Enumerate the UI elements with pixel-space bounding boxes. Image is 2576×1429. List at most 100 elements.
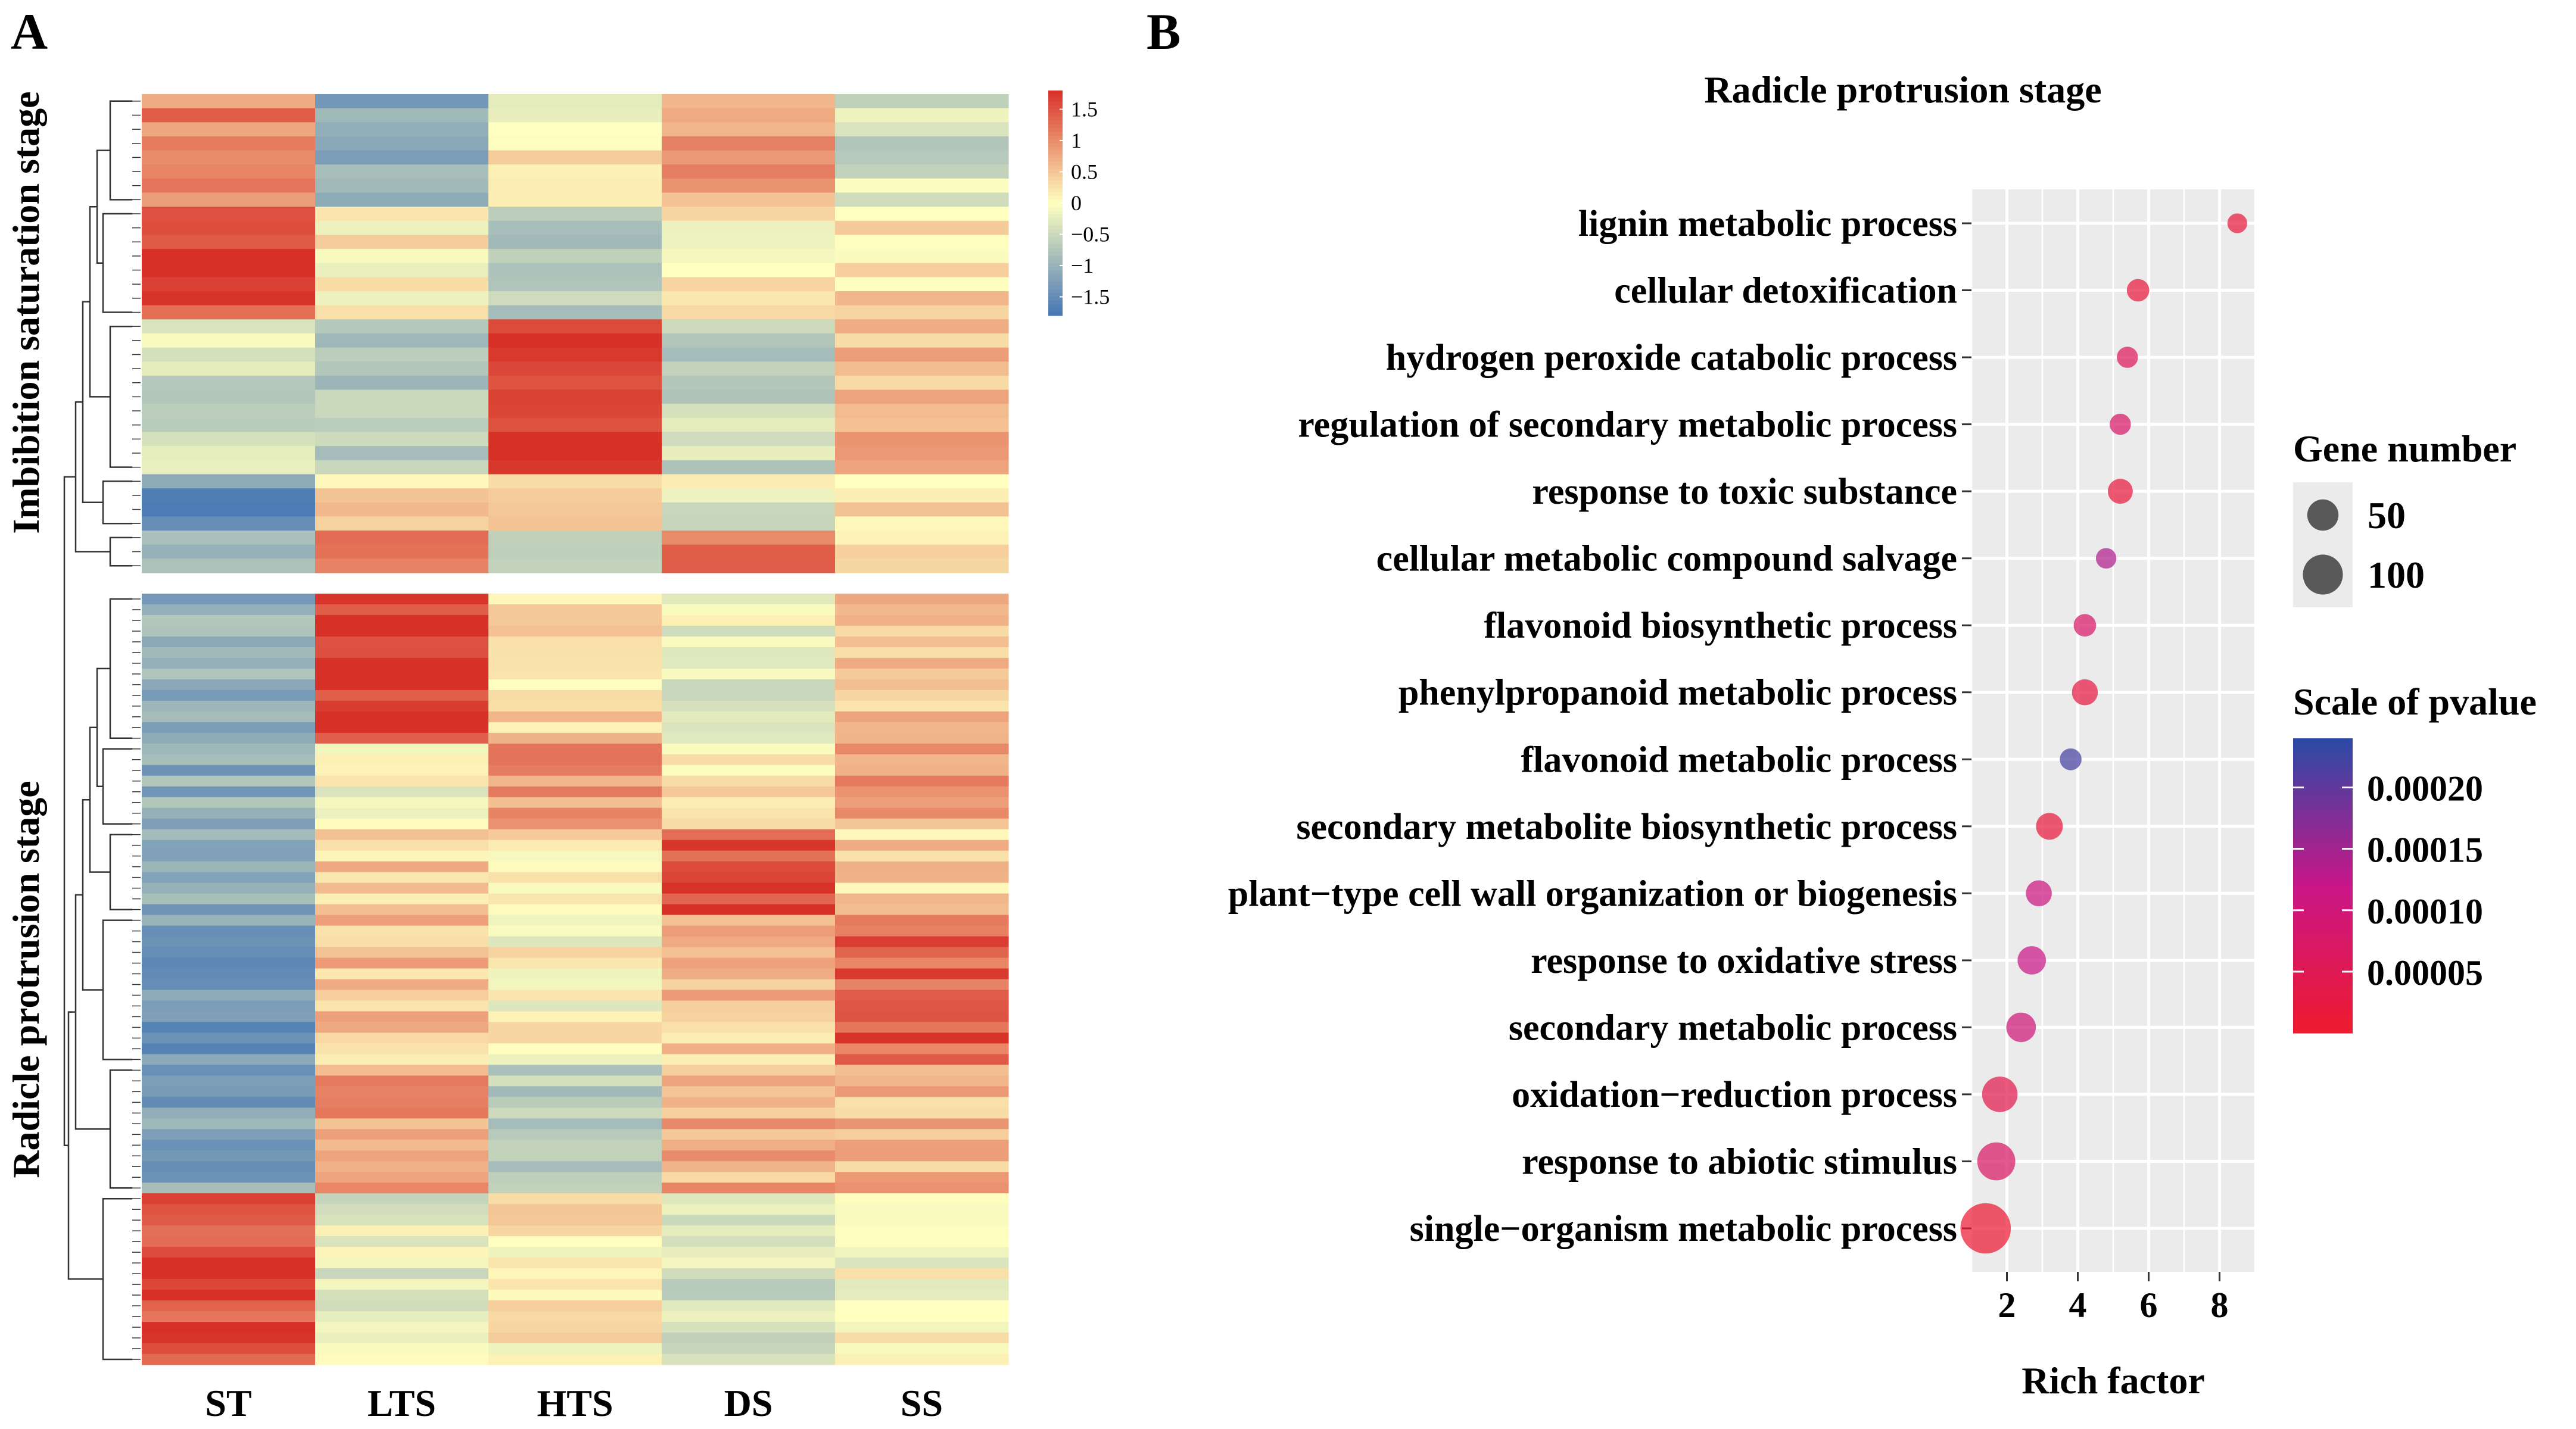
heatmap-cell: [315, 925, 489, 937]
heatmap-cell: [835, 647, 1009, 659]
heatmap-cell: [488, 1075, 662, 1087]
pvalue-legend-segment: [2293, 743, 2353, 749]
heatmap-cell: [662, 1268, 836, 1280]
heatmap-cell: [142, 375, 316, 391]
heatmap-cell: [835, 136, 1009, 151]
heatmap-cell: [662, 207, 836, 221]
bubble-chart: Radicle protrusion stage lignin metaboli…: [1228, 68, 2256, 1402]
heatmap-cell: [488, 1086, 662, 1097]
heatmap-cell: [662, 488, 836, 503]
heatmap-cell: [142, 732, 316, 744]
column-label-ss: SS: [901, 1382, 943, 1424]
heatmap-cell: [662, 1258, 836, 1269]
pvalue-legend-segment: [2293, 949, 2353, 955]
x-axis-tick-label: 4: [2069, 1286, 2087, 1325]
heatmap-cell: [315, 136, 489, 151]
heatmap-cell: [835, 474, 1009, 489]
heatmap-cell: [315, 711, 489, 723]
color-bar-segment: [1048, 267, 1063, 271]
heatmap-cell: [315, 743, 489, 755]
color-bar-segment: [1048, 169, 1063, 174]
heatmap-cell: [315, 775, 489, 787]
heatmap-cell: [835, 1279, 1009, 1290]
heatmap-cell: [488, 1236, 662, 1247]
heatmap-cell: [142, 94, 316, 109]
heatmap-cell: [662, 1086, 836, 1097]
heatmap-cell: [662, 829, 836, 841]
heatmap-cell: [142, 207, 316, 221]
heatmap-cell: [835, 305, 1009, 320]
color-bar-segment: [1048, 109, 1063, 114]
color-bar-segment: [1048, 158, 1063, 163]
term-label: flavonoid metabolic process: [1521, 740, 1958, 780]
heatmap-cell: [662, 1343, 836, 1355]
term-label: response to abiotic stimulus: [1522, 1142, 1957, 1182]
heatmap-cell: [835, 979, 1009, 991]
heatmap-cell: [315, 108, 489, 123]
row-group-label-imbibition: Imbibition saturation stage: [5, 91, 47, 533]
heatmap-cell: [662, 460, 836, 475]
heatmap-cell: [142, 1311, 316, 1322]
heatmap-cell: [315, 446, 489, 461]
heatmap-cell: [835, 417, 1009, 433]
heatmap-cell: [835, 1215, 1009, 1226]
heatmap-cell: [488, 1161, 662, 1172]
heatmap-cell: [142, 446, 316, 461]
heatmap-cell: [488, 872, 662, 884]
heatmap-cell: [835, 559, 1009, 573]
heatmap-cell: [142, 1193, 316, 1205]
heatmap-cell: [835, 711, 1009, 723]
heatmap-cell: [142, 1258, 316, 1269]
pvalue-legend-segment: [2293, 940, 2353, 946]
dendrogram-branch: [74, 401, 110, 553]
heatmap-cell: [662, 861, 836, 873]
heatmap-cell: [142, 1182, 316, 1194]
color-bar-segment: [1048, 300, 1063, 305]
heatmap-cell: [315, 679, 489, 691]
heatmap-cell: [315, 968, 489, 980]
heatmap-cell: [835, 488, 1009, 503]
heatmap-cell: [662, 178, 836, 194]
heatmap-cell: [142, 700, 316, 712]
pvalue-legend-label: 0.00020: [2367, 769, 2483, 809]
heatmap-cell: [835, 625, 1009, 637]
color-bar-segment: [1048, 166, 1063, 170]
heatmap-cell: [142, 559, 316, 573]
heatmap-cell: [142, 1022, 316, 1034]
heatmap-cell: [142, 1279, 316, 1290]
heatmap-cell: [835, 818, 1009, 830]
heatmap-cell: [835, 1086, 1009, 1097]
heatmap-cell: [315, 277, 489, 292]
bubble-point: [2072, 679, 2098, 706]
heatmap-cell: [835, 604, 1009, 616]
heatmap-cell: [142, 1107, 316, 1119]
heatmap-cell: [315, 754, 489, 766]
heatmap-cell: [142, 1172, 316, 1183]
heatmap-cell: [488, 1225, 662, 1237]
heatmap-cell: [142, 1118, 316, 1130]
color-bar-segment: [1048, 270, 1063, 275]
heatmap-cell: [488, 1333, 662, 1344]
color-bar-segment: [1048, 173, 1063, 177]
pvalue-legend-segment: [2293, 999, 2353, 1004]
heatmap-cell: [142, 319, 316, 334]
pvalue-legend-segment: [2293, 959, 2353, 965]
color-bar-segment: [1048, 199, 1063, 204]
heatmap-cell: [488, 375, 662, 391]
heatmap-cell: [142, 488, 316, 503]
heatmap-cell: [142, 1225, 316, 1237]
heatmap-cell: [662, 1161, 836, 1172]
heatmap-cell: [315, 625, 489, 637]
heatmap-cell: [662, 502, 836, 517]
heatmap-cell: [142, 1247, 316, 1258]
bubble-point: [2073, 614, 2097, 637]
heatmap-cell: [662, 1225, 836, 1237]
heatmap-cell: [488, 957, 662, 969]
heatmap-cell: [835, 861, 1009, 873]
heatmap-cell: [142, 1204, 316, 1215]
heatmap-cell: [662, 531, 836, 545]
heatmap-cell: [488, 531, 662, 545]
heatmap-cell: [488, 807, 662, 819]
heatmap-cell: [835, 544, 1009, 559]
heatmap-cell: [662, 220, 836, 236]
